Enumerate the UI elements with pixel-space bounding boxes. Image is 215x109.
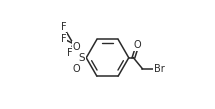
Text: F: F	[61, 22, 66, 32]
Text: F: F	[67, 48, 73, 58]
Text: O: O	[73, 64, 80, 74]
Text: F: F	[61, 34, 66, 44]
Text: S: S	[78, 53, 85, 63]
Text: O: O	[73, 42, 80, 52]
Text: Br: Br	[154, 64, 164, 74]
Text: O: O	[134, 40, 141, 50]
